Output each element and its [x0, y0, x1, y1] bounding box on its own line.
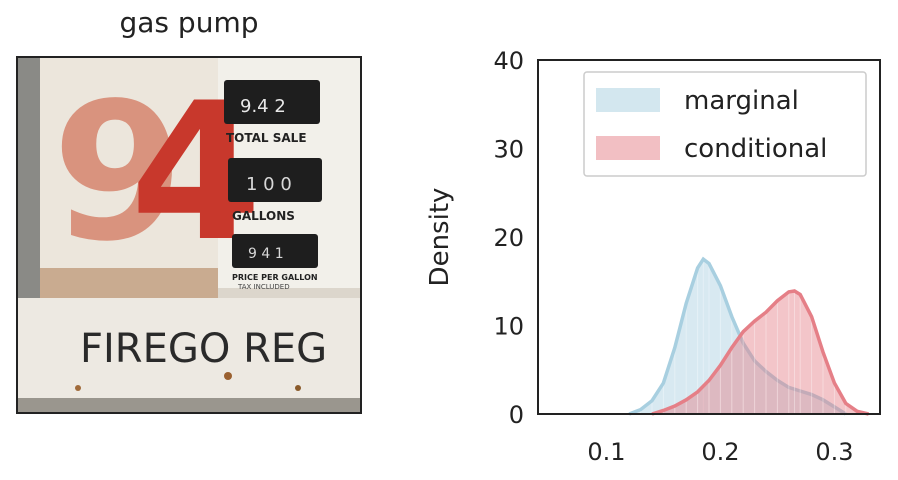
- y-tick-label: 0: [509, 401, 524, 429]
- conditional-curve: [651, 289, 869, 416]
- y-tick-label: 30: [493, 136, 524, 164]
- y-axis-label: Density: [425, 188, 455, 287]
- price-per-gallon-label: PRICE PER GALLON: [232, 273, 318, 282]
- price-numeral-9: 9: [52, 62, 184, 283]
- gas-pump-illustration: 9 4 9.4 2 TOTAL SALE 1 0 0 GALLONS 9 4 1…: [18, 58, 360, 412]
- plot-area: [628, 256, 869, 416]
- display-gallons: 1 0 0: [246, 174, 292, 195]
- image-panel: gas pump 9 4 9.4 2 TOTAL SALE 1 0 0 GALL…: [0, 0, 380, 480]
- marginal-curve: [628, 256, 847, 416]
- series-conditional: [651, 289, 869, 416]
- y-tick-label: 10: [493, 313, 524, 341]
- image-title: gas pump: [119, 6, 259, 39]
- display-price: 9 4 1: [248, 246, 284, 262]
- tax-included-label: TAX INCLUDED: [237, 283, 290, 291]
- x-tick-label: 0.3: [815, 438, 853, 466]
- marginal-area: [629, 259, 846, 414]
- legend-swatch-marginal: [596, 88, 660, 112]
- gas-pump-photo: 9 4 9.4 2 TOTAL SALE 1 0 0 GALLONS 9 4 1…: [16, 56, 362, 414]
- x-tick-label: 0.1: [587, 438, 625, 466]
- gallons-label: GALLONS: [232, 209, 295, 223]
- display-total-sale: 9.4 2: [240, 96, 286, 117]
- firego-sign: FIREGO REG: [80, 326, 327, 372]
- y-axis: 0 10 20 30 40: [493, 47, 524, 429]
- legend-label-marginal: marginal: [684, 86, 799, 116]
- legend-swatch-conditional: [596, 136, 660, 160]
- y-tick-label: 40: [493, 47, 524, 75]
- axes-frame: [537, 59, 881, 415]
- y-tick-label: 20: [493, 224, 524, 252]
- legend: marginal conditional: [583, 71, 867, 177]
- total-sale-label: TOTAL SALE: [226, 131, 307, 145]
- x-axis: 0.1 0.2 0.3: [587, 438, 853, 466]
- x-tick-label: 0.2: [701, 438, 739, 466]
- legend-label-conditional: conditional: [684, 134, 827, 164]
